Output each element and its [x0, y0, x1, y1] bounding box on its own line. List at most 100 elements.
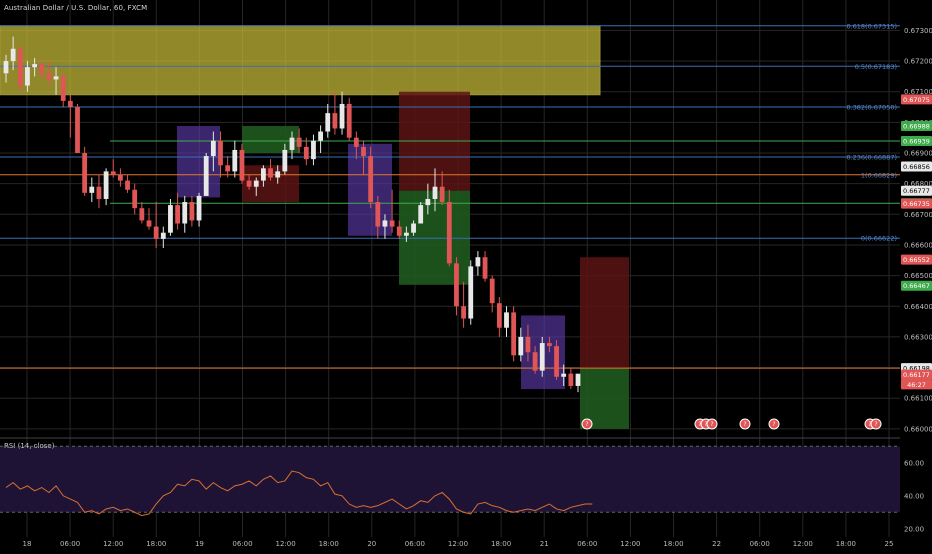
candle-body [411, 223, 416, 233]
candle-body [67, 100, 73, 108]
candle-body [225, 165, 231, 172]
time-tick-label: 12:00 [276, 540, 296, 548]
price-badge-label: 0.66467 [903, 282, 930, 290]
price-badge-label: 0.66988 [903, 123, 930, 131]
fib-level-label: 0.618(0.67315) [846, 22, 897, 30]
event-marker-label: ? [772, 421, 775, 428]
time-tick-label: 18:00 [319, 540, 339, 548]
fib-level-label: 1(0.66829) [861, 171, 897, 179]
price-tick-label: 0.66600 [904, 241, 932, 249]
candle-body [253, 180, 259, 187]
price-badge [901, 161, 932, 172]
candle-body [346, 103, 352, 138]
time-tick-label: 12:00 [793, 540, 813, 548]
price-tick-label: 0.66100 [904, 395, 932, 403]
candle-body [268, 168, 273, 178]
price-badge-label: 0.66939 [903, 138, 930, 146]
event-marker-label: ? [868, 421, 871, 428]
price-badge [901, 254, 932, 265]
candle-body [568, 373, 574, 386]
candle-body [353, 137, 359, 147]
candle-body [246, 180, 252, 187]
candle-body [282, 149, 288, 172]
candle-body [218, 140, 223, 166]
candle-body [311, 140, 316, 160]
candle-body [518, 336, 524, 356]
time-tick-label: 06:00 [750, 540, 770, 548]
candle-body [232, 149, 238, 172]
event-marker-label: ? [874, 421, 877, 428]
candle-body [261, 168, 266, 181]
candle-body [475, 257, 481, 267]
candle-body [425, 198, 431, 206]
candle-body [96, 186, 102, 199]
candle-body [196, 195, 202, 221]
candle-body [146, 220, 152, 227]
candle-body [468, 266, 474, 319]
candle-body [239, 149, 245, 181]
candle-body [10, 48, 16, 62]
candle-body [504, 312, 509, 328]
candle-body [554, 346, 559, 377]
time-tick-label: 18:00 [663, 540, 683, 548]
candle-body [182, 202, 188, 224]
candle-body [454, 263, 459, 307]
time-tick-label: 12:00 [620, 540, 640, 548]
candle-body [53, 76, 59, 80]
price-badge [901, 136, 932, 147]
candle-body [46, 73, 52, 80]
fib-level-label: 0.236(0.66887) [846, 153, 897, 161]
event-marker-label: ? [710, 421, 713, 428]
trade-zone-box [177, 126, 220, 198]
candle-body [132, 189, 138, 209]
price-badge [901, 379, 932, 390]
price-tick-label: 0.66500 [904, 272, 932, 280]
trade-zone-box [242, 126, 299, 153]
price-badge-label: 0.66856 [903, 163, 930, 171]
candle-body [210, 140, 216, 157]
price-tick-label: 0.66400 [904, 303, 932, 311]
time-tick-label: 06:00 [60, 540, 80, 548]
event-marker-icon [870, 418, 882, 430]
candle-body [60, 76, 66, 101]
candle-body [332, 113, 338, 129]
candle-body [110, 171, 116, 175]
price-badge-label: 0.67075 [903, 96, 930, 104]
price-tick-label: 0.66300 [904, 333, 932, 341]
candle-body [160, 232, 166, 239]
time-tick-label: 06:00 [405, 540, 425, 548]
event-marker-label: ? [698, 421, 701, 428]
fib-level-label: 0.382(0.67050) [846, 104, 897, 112]
event-marker-label: ? [743, 421, 746, 428]
price-badge-label: 0.66177 [903, 371, 930, 379]
candle-body [511, 312, 517, 356]
price-tick-label: 0.67100 [904, 88, 932, 96]
candle-body [368, 156, 374, 203]
rsi-tick-label: 60.00 [904, 459, 924, 467]
candle-body [139, 208, 145, 221]
price-badge [901, 369, 932, 380]
candle-body [375, 202, 381, 227]
price-badge-label: 46:27 [907, 381, 926, 389]
price-tick-label: 0.66800 [904, 180, 932, 188]
event-marker-label: ? [585, 421, 588, 428]
candle-body [525, 336, 531, 353]
time-tick-label: 19 [195, 540, 204, 548]
rsi-label: RSI (14, close) [4, 442, 55, 450]
price-badge [901, 94, 932, 105]
price-badge [901, 280, 932, 291]
candle-body [361, 146, 366, 157]
time-tick-label: 12:00 [448, 540, 468, 548]
price-badge-label: 0.66735 [903, 200, 930, 208]
event-marker-icon [768, 418, 780, 430]
candle-body [289, 137, 295, 150]
candle-body [189, 202, 195, 221]
candle-body [275, 171, 281, 178]
candle-body [404, 232, 409, 236]
candle-body [32, 64, 37, 68]
candle-body [489, 278, 495, 304]
time-tick-label: 25 [885, 540, 894, 548]
candle-body [396, 226, 402, 236]
